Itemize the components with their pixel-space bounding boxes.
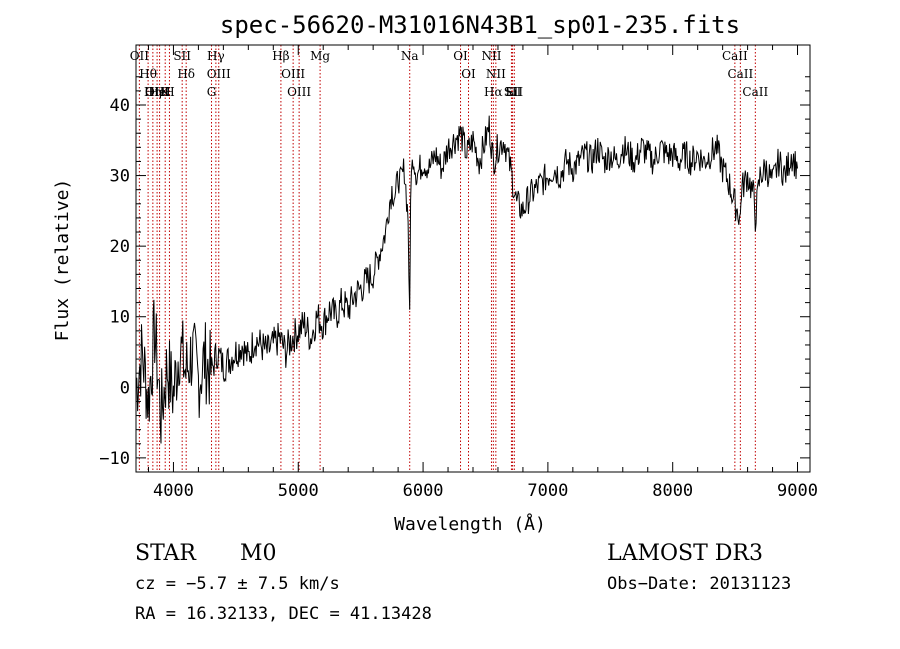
line-label: Hθ	[139, 67, 157, 81]
x-tick-label: 5000	[278, 481, 319, 501]
line-label: Li	[506, 85, 518, 99]
y-axis-label: Flux (relative)	[52, 179, 73, 342]
line-label: CaII	[722, 49, 748, 63]
line-label: Mg	[310, 49, 330, 63]
line-label: Hβ	[272, 49, 289, 63]
line-label: Hγ	[207, 49, 225, 63]
emission-line-markers	[138, 45, 756, 472]
line-label: OII	[130, 49, 150, 63]
line-label: OI	[461, 67, 476, 81]
line-label: Na	[401, 49, 419, 63]
y-tick-label: 30	[110, 167, 130, 187]
line-label: H	[164, 85, 174, 99]
flux-series-line	[135, 115, 798, 444]
x-tick-label: 6000	[403, 481, 444, 501]
line-label: OIII	[207, 67, 231, 81]
line-label: CaII	[742, 85, 768, 99]
y-tick-label: 40	[110, 96, 130, 116]
x-tick-label: 8000	[652, 481, 693, 501]
survey-name: LAMOST DR3	[607, 541, 763, 566]
x-tick-label: 7000	[527, 481, 568, 501]
line-label: G	[207, 85, 217, 99]
emission-line-labels: OIIHθHηOIIIHeIKHSIIHδGHγOIIIHβOIIIOIIIMg…	[130, 49, 769, 99]
line-label: Hα	[484, 85, 503, 99]
line-label: SII	[504, 85, 522, 99]
line-label: Hδ	[177, 67, 195, 81]
line-label: OIII	[281, 67, 305, 81]
object-subclass: M0	[240, 541, 277, 566]
line-label: SII	[173, 49, 191, 63]
chart-title: spec-56620-M31016N43B1_sp01-235.fits	[220, 11, 740, 39]
line-label: OIII	[145, 85, 169, 99]
y-tick-label: −10	[99, 449, 130, 469]
line-label: CaII	[727, 67, 753, 81]
x-axis-label: Wavelength (Å)	[394, 513, 546, 535]
object-class: STAR	[135, 541, 197, 566]
line-label: HeI	[148, 85, 171, 99]
line-label: NII	[481, 49, 501, 63]
line-label: OIII	[287, 85, 311, 99]
y-tick-label: 10	[110, 308, 130, 328]
x-tick-label: 9000	[777, 481, 818, 501]
y-tick-label: 0	[120, 378, 130, 398]
line-label: NII	[486, 67, 506, 81]
line-label: SII	[505, 85, 523, 99]
redshift-cz: cz = −5.7 ± 7.5 km/s	[135, 574, 340, 594]
coordinates: RA = 16.32133, DEC = 41.13428	[135, 604, 432, 624]
observation-date: Obs−Date: 20131123	[607, 574, 791, 594]
line-label: OI	[453, 49, 468, 63]
line-label: Hη	[144, 85, 162, 99]
line-label: K	[161, 85, 171, 99]
plot-frame	[135, 44, 811, 473]
y-tick-label: 20	[110, 237, 130, 257]
axes: 4000 5000 6000 7000 8000 9000 −10 0 10 20 30 40	[99, 44, 818, 501]
x-tick-label: 4000	[153, 481, 194, 501]
